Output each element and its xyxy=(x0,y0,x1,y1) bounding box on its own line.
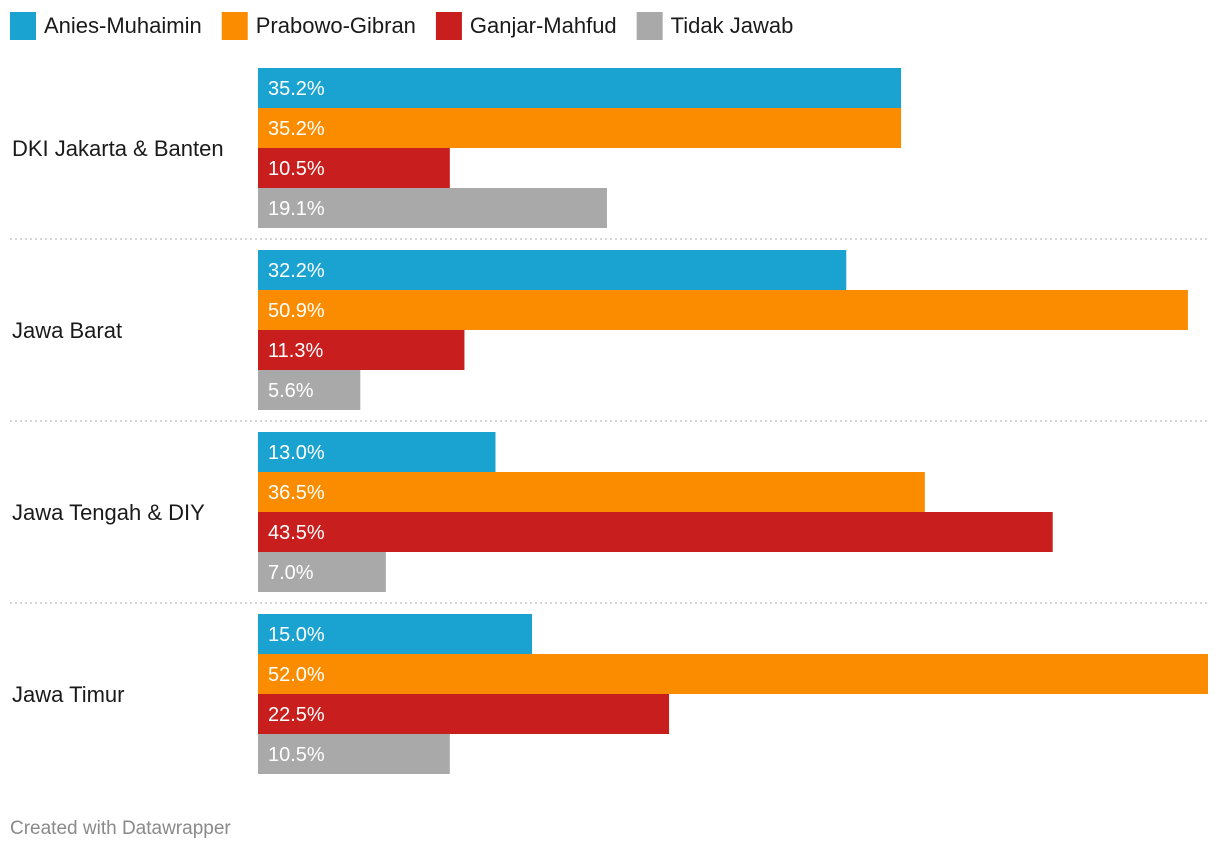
bar-prabowo-gibran xyxy=(258,472,925,512)
bar-prabowo-gibran xyxy=(258,108,902,148)
bar-prabowo-gibran xyxy=(258,290,1188,330)
bar-value-label: 35.2% xyxy=(268,118,325,140)
legend-swatch-tidak-jawab xyxy=(636,12,663,40)
legend-label-prabowo-gibran: Prabowo-Gibran xyxy=(256,13,416,38)
bar-tidak-jawab xyxy=(258,552,386,592)
bar-value-label: 36.5% xyxy=(268,482,325,504)
category-label: Jawa Tengah & DIY xyxy=(12,500,205,525)
bar-group-jawa-timur: Jawa Timur 15.0% 52.0% 22.5% 10.5% xyxy=(12,614,1208,774)
bar-ganjar-mahfud xyxy=(258,330,465,370)
bar-value-label: 15.0% xyxy=(268,624,325,646)
bar-group-jawa-tengah-diy: Jawa Tengah & DIY 13.0% 36.5% 43.5% 7.0% xyxy=(12,432,1053,592)
bar-value-label: 10.5% xyxy=(268,744,325,766)
bar-ganjar-mahfud xyxy=(258,694,670,734)
chart-credit: Created with Datawrapper xyxy=(10,818,231,839)
bar-value-label: 10.5% xyxy=(268,158,325,180)
bar-tidak-jawab xyxy=(258,370,361,410)
bar-tidak-jawab xyxy=(258,734,450,774)
bar-anies-muhaimin xyxy=(258,614,533,654)
bar-tidak-jawab xyxy=(258,188,607,228)
bar-value-label: 19.1% xyxy=(268,198,325,220)
bar-value-label: 52.0% xyxy=(268,664,325,686)
bar-group-dki-jakarta-banten: DKI Jakarta & Banten 35.2% 35.2% 10.5% 19.1% xyxy=(12,68,902,228)
bar-ganjar-mahfud xyxy=(258,512,1053,552)
bar-ganjar-mahfud xyxy=(258,148,450,188)
bar-value-label: 32.2% xyxy=(268,260,325,282)
bar-value-label: 7.0% xyxy=(268,562,314,584)
legend-swatch-anies-muhaimin xyxy=(10,12,36,40)
legend-item-prabowo-gibran: Prabowo-Gibran xyxy=(221,12,416,40)
bar-value-label: 11.3% xyxy=(268,340,323,362)
bar-value-label: 22.5% xyxy=(268,704,325,726)
bar-value-label: 35.2% xyxy=(268,78,325,100)
category-label: Jawa Barat xyxy=(12,318,122,343)
bar-anies-muhaimin xyxy=(258,68,902,108)
bar-anies-muhaimin xyxy=(258,432,496,472)
legend-item-ganjar-mahfud: Ganjar-Mahfud xyxy=(435,12,617,40)
bar-value-label: 43.5% xyxy=(268,522,325,544)
chart-plot-area: DKI Jakarta & Banten 35.2% 35.2% 10.5% 19.1%… xyxy=(10,68,1208,774)
bar-value-label: 50.9% xyxy=(268,300,325,322)
legend-label-ganjar-mahfud: Ganjar-Mahfud xyxy=(470,13,617,38)
legend-label-tidak-jawab: Tidak Jawab xyxy=(671,13,794,38)
chart-legend: Anies-Muhaimin Prabowo-Gibran Ganjar-Mahfu… xyxy=(10,12,793,40)
legend-item-anies-muhaimin: Anies-Muhaimin xyxy=(10,12,202,40)
bar-value-label: 5.6% xyxy=(268,380,314,402)
legend-swatch-ganjar-mahfud xyxy=(435,12,462,40)
bar-value-label: 13.0% xyxy=(268,442,325,464)
legend-label-anies-muhaimin: Anies-Muhaimin xyxy=(44,13,202,38)
legend-swatch-prabowo-gibran xyxy=(221,12,248,40)
category-label: DKI Jakarta & Banten xyxy=(12,136,224,161)
legend-item-tidak-jawab: Tidak Jawab xyxy=(636,12,794,40)
bar-prabowo-gibran xyxy=(258,654,1208,694)
category-label: Jawa Timur xyxy=(12,682,124,707)
bar-group-jawa-barat: Jawa Barat 32.2% 50.9% 11.3% 5.6% xyxy=(12,250,1188,410)
bar-anies-muhaimin xyxy=(258,250,847,290)
